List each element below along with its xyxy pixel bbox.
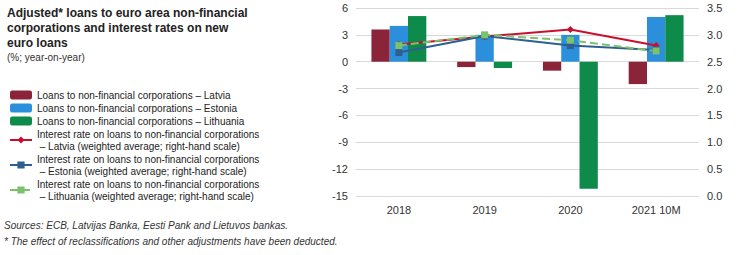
svg-text:0: 0 (342, 56, 348, 68)
svg-text:2019: 2019 (472, 204, 496, 216)
svg-text:– Lithuania (weighted average;: – Lithuania (weighted average; right-han… (37, 191, 254, 202)
svg-text:2.5: 2.5 (707, 56, 722, 68)
svg-text:2.0: 2.0 (707, 83, 722, 95)
svg-text:Loans to non-financial corpora: Loans to non-financial corporations – Es… (37, 103, 238, 114)
svg-text:Interest rate on loans to non-: Interest rate on loans to non-financial … (37, 154, 259, 165)
svg-text:0.5: 0.5 (707, 163, 722, 175)
svg-text:-9: -9 (338, 136, 348, 148)
svg-text:-3: -3 (338, 83, 348, 95)
svg-text:* The effect of reclassificati: * The effect of reclassifications and ot… (4, 236, 338, 247)
svg-text:2020: 2020 (558, 204, 582, 216)
svg-text:3: 3 (342, 29, 348, 41)
svg-text:– Estonia (weighted average; r: – Estonia (weighted average; right-hand … (37, 166, 247, 177)
svg-text:euro loans: euro loans (7, 36, 68, 50)
svg-text:0.0: 0.0 (707, 190, 722, 202)
svg-text:-12: -12 (332, 163, 348, 175)
svg-text:1.0: 1.0 (707, 136, 722, 148)
svg-text:Adjusted* loans to euro area n: Adjusted* loans to euro area non-financi… (7, 6, 251, 20)
svg-text:Interest rate on loans to non-: Interest rate on loans to non-financial … (37, 179, 259, 190)
svg-text:Loans to non-financial corpora: Loans to non-financial corporations – La… (37, 90, 231, 101)
svg-text:3.0: 3.0 (707, 29, 722, 41)
svg-text:Interest rate on loans to non-: Interest rate on loans to non-financial … (37, 129, 259, 140)
svg-text:-6: -6 (338, 109, 348, 121)
svg-text:Sources: ECB, Latvijas Banka,: Sources: ECB, Latvijas Banka, Eesti Pank… (4, 220, 288, 231)
svg-text:1.5: 1.5 (707, 109, 722, 121)
svg-text:3.5: 3.5 (707, 2, 722, 14)
svg-text:-15: -15 (332, 190, 348, 202)
svg-text:Loans to non-financial corpora: Loans to non-financial corporations – Li… (37, 116, 245, 127)
svg-text:corporations and interest rate: corporations and interest rates on new (7, 21, 232, 35)
svg-text:6: 6 (342, 2, 348, 14)
svg-text:2021 10M: 2021 10M (632, 204, 681, 216)
svg-text:2018: 2018 (387, 204, 411, 216)
svg-text:– Latvia (weighted average; ri: – Latvia (weighted average; right-hand s… (37, 141, 240, 152)
svg-text:(%; year-on-year): (%; year-on-year) (7, 52, 85, 63)
